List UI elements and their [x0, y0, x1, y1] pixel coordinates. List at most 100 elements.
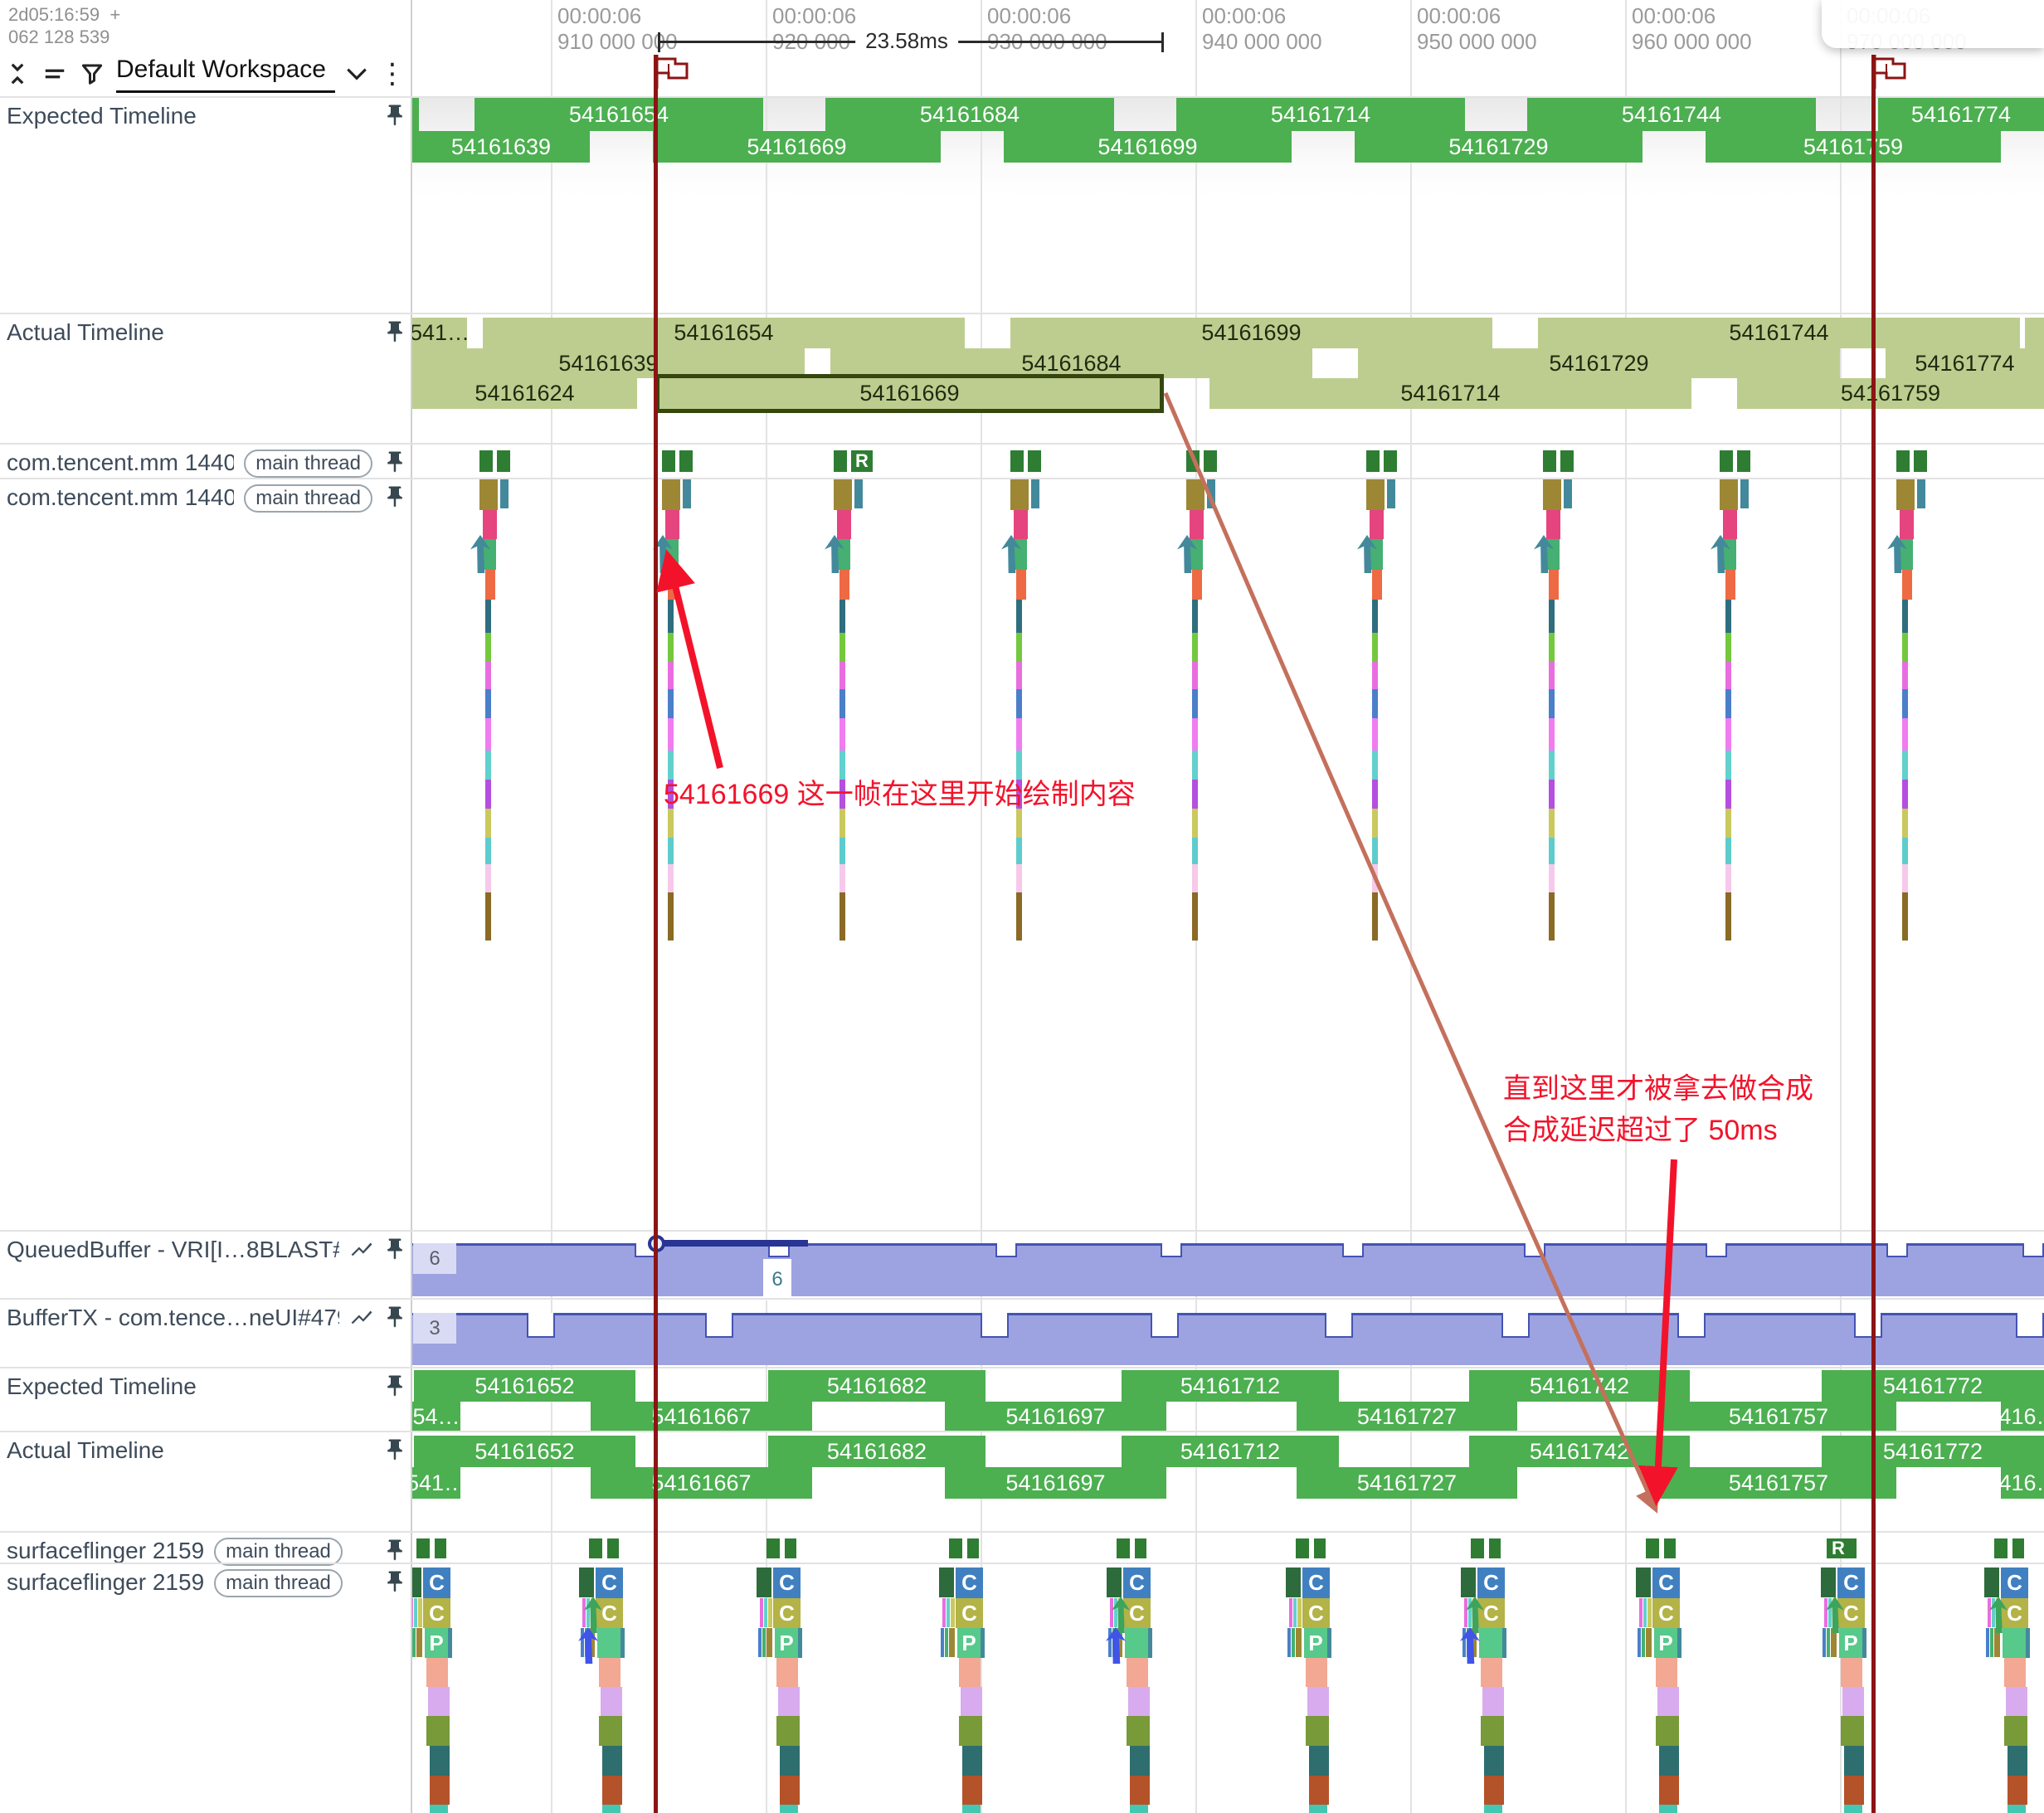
mm-actual-frames-slice[interactable]: [679, 450, 693, 472]
sf-flame-slice[interactable]: [776, 1716, 800, 1746]
app-flame-slice[interactable]: [840, 809, 845, 838]
app-flame-slice[interactable]: [1902, 838, 1908, 864]
sf-flame-slice[interactable]: [1643, 1598, 1647, 1627]
sf-flame-slice[interactable]: [1481, 1658, 1502, 1687]
app-flame-slice[interactable]: [1902, 864, 1908, 892]
sf-flame-slice[interactable]: [1677, 1628, 1681, 1658]
sf-flame-slice[interactable]: [1831, 1628, 1837, 1657]
app-flame-slice[interactable]: [668, 570, 678, 600]
sf-flame-slice[interactable]: [757, 1568, 771, 1597]
app-flame-slice[interactable]: [1725, 892, 1731, 941]
sf-actual-frames-slice[interactable]: [1296, 1538, 1309, 1558]
app-flame-slice[interactable]: [485, 600, 491, 633]
app-flame-slice[interactable]: [485, 892, 491, 941]
app-flame-slice[interactable]: [854, 479, 863, 508]
sf-flame-slice[interactable]: P: [1304, 1628, 1327, 1658]
sf-flame-slice[interactable]: [602, 1746, 622, 1776]
app-flame-slice[interactable]: [1192, 751, 1198, 780]
pin-icon[interactable]: [382, 484, 407, 513]
sf-flame-slice[interactable]: [762, 1628, 766, 1657]
app-flame-slice[interactable]: [840, 600, 845, 633]
app-flame-slice[interactable]: [485, 570, 495, 600]
app-flame-slice[interactable]: [1370, 510, 1384, 539]
sf-actual-frames-slice[interactable]: [2012, 1538, 2024, 1558]
mm-actual-frames-slice[interactable]: R: [851, 450, 873, 472]
mm-actual-frames-slice[interactable]: [1896, 450, 1910, 472]
filter-icon[interactable]: [80, 61, 105, 86]
app-flame-slice[interactable]: [1207, 479, 1215, 508]
sf-flame-slice[interactable]: [1502, 1628, 1506, 1658]
app-flame-slice[interactable]: [1016, 864, 1022, 892]
app-flame-slice[interactable]: [1192, 864, 1198, 892]
app-flame-slice[interactable]: [1372, 864, 1378, 892]
sf-flame-slice[interactable]: [428, 1687, 450, 1716]
expected-timeline-app-slice[interactable]: 54161759: [1706, 131, 2001, 163]
sf-flame-slice[interactable]: [951, 1598, 955, 1627]
app-flame-slice[interactable]: [1387, 479, 1395, 508]
app-flame-slice[interactable]: [668, 780, 674, 809]
sf-flame-slice[interactable]: [1309, 1776, 1329, 1805]
app-flame-slice[interactable]: [1372, 570, 1382, 600]
sf-flame-slice[interactable]: [1636, 1568, 1651, 1597]
app-flame-slice[interactable]: [1016, 600, 1022, 633]
sf-flame-slice[interactable]: [586, 1598, 590, 1627]
expected-timeline-sf-slice[interactable]: 54161682: [768, 1370, 986, 1402]
mm-actual-frames-slice[interactable]: [1720, 450, 1733, 472]
expected-timeline-app-slice[interactable]: 54161639: [412, 131, 590, 163]
sf-flame-slice[interactable]: [2003, 1628, 2026, 1658]
app-flame-slice[interactable]: [1192, 838, 1198, 864]
app-flame-slice[interactable]: [479, 479, 498, 510]
app-flame-slice[interactable]: [1016, 751, 1022, 780]
app-flame-slice[interactable]: [1902, 600, 1908, 633]
sf-flame-slice[interactable]: [426, 1716, 450, 1746]
sf-flame-slice[interactable]: [430, 1776, 450, 1805]
flag-marker-line[interactable]: [654, 55, 658, 1813]
sf-flame-slice[interactable]: [1638, 1628, 1641, 1657]
sf-flame-slice[interactable]: [1117, 1628, 1122, 1657]
mm-actual-frames-slice[interactable]: [1737, 450, 1750, 472]
sf-flame-slice[interactable]: [1656, 1716, 1679, 1746]
app-flame-slice[interactable]: [1186, 479, 1204, 510]
app-flame-slice[interactable]: [1016, 780, 1022, 809]
expected-timeline-sf-slice[interactable]: 54161667: [591, 1402, 812, 1432]
app-flame-slice[interactable]: [1740, 479, 1749, 508]
app-flame-slice[interactable]: [1192, 600, 1198, 633]
sf-flame-slice[interactable]: [1127, 1658, 1148, 1687]
sf-actual-frames-slice[interactable]: [766, 1538, 780, 1558]
app-flame-slice[interactable]: [668, 689, 674, 718]
sf-flame-slice[interactable]: [416, 1628, 422, 1657]
app-flame-slice[interactable]: [1723, 510, 1737, 539]
sf-flame-slice[interactable]: [1296, 1628, 1302, 1657]
app-flame-slice[interactable]: [485, 838, 491, 864]
mm-actual-frames-slice[interactable]: [1204, 450, 1217, 472]
sf-actual-frames-slice[interactable]: [785, 1538, 796, 1558]
app-flame-slice[interactable]: [837, 510, 851, 539]
sidebar-track-6[interactable]: Expected Timeline: [0, 1367, 412, 1431]
app-flame-slice[interactable]: [834, 479, 852, 510]
expected-timeline-sf-slice[interactable]: 54161652: [414, 1370, 635, 1402]
expected-timeline-app-slice[interactable]: 54161684: [825, 98, 1114, 131]
actual-timeline-app-slice[interactable]: 54161654: [483, 318, 965, 348]
sf-flame-slice[interactable]: [764, 1598, 767, 1627]
app-flame-slice[interactable]: [840, 689, 845, 718]
app-flame-slice[interactable]: [1192, 661, 1198, 689]
sf-flame-slice[interactable]: C: [423, 1598, 450, 1628]
sidebar-track-0[interactable]: Expected Timeline: [0, 96, 412, 313]
app-flame-slice[interactable]: [840, 661, 845, 689]
sf-flame-slice[interactable]: [945, 1628, 948, 1657]
actual-timeline-app-slice[interactable]: 54161699: [1010, 318, 1492, 348]
sf-flame-slice[interactable]: [1484, 1805, 1502, 1813]
actual-timeline-sf-slice[interactable]: 54161652: [414, 1436, 635, 1467]
sf-flame-slice[interactable]: [1827, 1628, 1830, 1657]
sf-flame-slice[interactable]: [589, 1628, 595, 1657]
pin-icon[interactable]: [382, 1569, 407, 1598]
sf-flame-slice[interactable]: [760, 1598, 763, 1627]
sf-flame-slice[interactable]: [1327, 1628, 1331, 1658]
app-flame-slice[interactable]: [668, 633, 674, 661]
sf-flame-slice[interactable]: [2004, 1716, 2027, 1746]
app-flame-slice[interactable]: [1031, 479, 1039, 508]
sf-flame-slice[interactable]: [1481, 1716, 1504, 1746]
track-sort-icon[interactable]: [41, 61, 68, 86]
expected-timeline-app-slice[interactable]: 54161729: [1355, 131, 1642, 163]
sf-flame-slice[interactable]: [1647, 1598, 1652, 1627]
